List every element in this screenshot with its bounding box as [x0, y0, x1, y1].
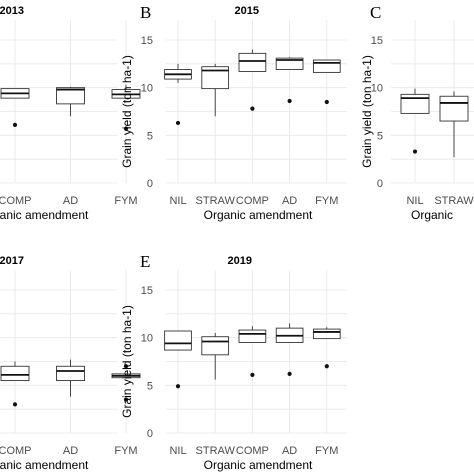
- x-axis-label: Organic amendment: [204, 458, 313, 472]
- x-tick-label: NIL: [169, 195, 186, 207]
- box-straw: [201, 66, 230, 90]
- outlier-point: [12, 122, 18, 127]
- outlier-point: [324, 364, 329, 369]
- y-axis-label: Grain yield (ton ha-1): [120, 55, 134, 168]
- x-tick-label: AD: [282, 195, 297, 207]
- x-axis-label: Organic amendment: [0, 208, 89, 222]
- panel-title: 2019: [228, 255, 252, 267]
- panel-title: 2013: [0, 5, 24, 17]
- box-nil: [164, 330, 192, 351]
- outlier-point: [250, 106, 255, 111]
- y-tick-label: 0: [147, 178, 153, 190]
- panel-label: E: [140, 252, 150, 271]
- outlier-point: [287, 371, 292, 376]
- box-nil: [400, 93, 430, 114]
- y-axis-label: Grain yield (ton ha-1): [360, 55, 374, 168]
- box-comp: [238, 329, 267, 343]
- box-fym: [312, 328, 341, 340]
- y-tick-label: 15: [141, 285, 153, 297]
- outlier-point: [123, 397, 129, 402]
- x-tick-label: COMP: [236, 195, 269, 207]
- x-tick-label: AD: [63, 445, 78, 457]
- outlier-point: [123, 364, 129, 369]
- y-tick-label: 10: [141, 83, 153, 95]
- y-tick-label: 15: [141, 35, 153, 47]
- outlier-point: [412, 149, 418, 154]
- x-tick-label: COMP: [0, 195, 32, 207]
- box-ad: [275, 57, 304, 71]
- panel-title: 2015: [235, 5, 259, 17]
- x-tick-label: AD: [63, 195, 78, 207]
- x-axis-label: Organic amendment: [204, 208, 313, 222]
- box-straw: [201, 336, 230, 356]
- x-tick-label: STRAW: [196, 195, 236, 207]
- y-tick-label: 5: [377, 130, 383, 142]
- x-tick-label: AD: [282, 445, 297, 457]
- x-tick-label: COMP: [0, 445, 32, 457]
- y-axis-label: Grain yield (ton ha-1): [120, 305, 134, 418]
- x-tick-label: NIL: [406, 195, 423, 207]
- y-tick-label: 10: [141, 333, 153, 345]
- y-tick-label: 0: [147, 428, 153, 440]
- box-comp: [238, 52, 267, 72]
- x-tick-label: FYM: [114, 445, 137, 457]
- y-tick-label: 15: [371, 35, 383, 47]
- x-tick-label: COMP: [236, 445, 269, 457]
- panel-title: 2017: [0, 255, 24, 267]
- x-axis-label: Organic amendment: [0, 458, 89, 472]
- outlier-point: [250, 372, 255, 377]
- box-ad: [56, 365, 85, 382]
- panel-label: C: [370, 3, 381, 22]
- outlier-point: [175, 120, 181, 126]
- y-tick-label: 5: [147, 380, 153, 392]
- x-tick-label: NIL: [169, 445, 186, 457]
- y-tick-label: 5: [147, 130, 153, 142]
- outlier-point: [324, 99, 329, 105]
- box-comp: [0, 365, 30, 382]
- x-axis-label: Organic: [411, 208, 453, 222]
- box-straw: [439, 95, 469, 122]
- x-tick-label: FYM: [114, 195, 137, 207]
- panel-label: B: [140, 3, 151, 22]
- outlier-point: [287, 98, 292, 104]
- outlier-point: [12, 402, 18, 407]
- x-tick-label: FYM: [315, 195, 338, 207]
- x-tick-label: FYM: [315, 445, 338, 457]
- outlier-point: [123, 126, 129, 131]
- box-fym: [312, 59, 341, 73]
- box-ad: [56, 87, 85, 105]
- panel-1: COMP AD FYM Organic amendment 2013: [0, 5, 141, 222]
- panel-4: COMP AD FYM Organic amendment 2017: [0, 255, 141, 472]
- outlier-point: [175, 384, 181, 389]
- y-tick-label: 0: [377, 178, 383, 190]
- y-tick-label: 10: [371, 83, 383, 95]
- x-tick-label: STRAW: [196, 445, 236, 457]
- x-tick-label: STRAW: [434, 195, 474, 207]
